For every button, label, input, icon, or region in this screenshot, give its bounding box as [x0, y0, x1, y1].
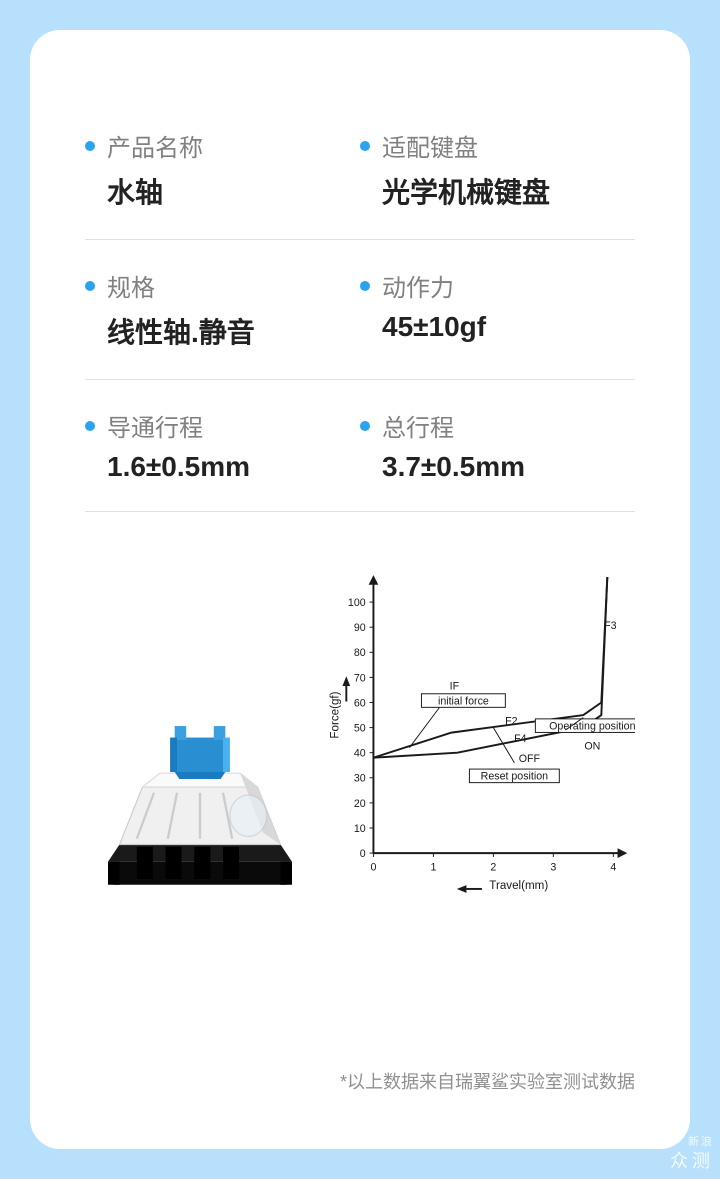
svg-text:F3: F3	[604, 620, 616, 632]
spec-label: 动作力	[382, 268, 454, 303]
svg-text:1: 1	[430, 862, 436, 874]
spec-row: 导通行程 1.6±0.5mm 总行程 3.7±0.5mm	[85, 380, 635, 512]
spec-cell: 规格 线性轴.静音	[85, 268, 360, 351]
svg-text:3: 3	[550, 862, 556, 874]
watermark-big: 众测	[670, 1151, 714, 1171]
svg-text:30: 30	[354, 773, 366, 785]
spec-cell: 总行程 3.7±0.5mm	[360, 408, 635, 483]
svg-text:Force(gf): Force(gf)	[329, 691, 342, 738]
svg-text:Travel(mm): Travel(mm)	[489, 879, 548, 892]
svg-text:OFF: OFF	[519, 753, 541, 765]
svg-text:4: 4	[610, 862, 616, 874]
svg-text:Operating position: Operating position	[549, 721, 635, 733]
spec-row: 规格 线性轴.静音 动作力 45±10gf	[85, 240, 635, 380]
svg-text:50: 50	[354, 722, 366, 734]
svg-text:F2: F2	[505, 716, 517, 728]
spec-label: 规格	[107, 268, 155, 303]
svg-text:2: 2	[490, 862, 496, 874]
spec-value: 水轴	[85, 171, 360, 211]
svg-text:40: 40	[354, 748, 366, 760]
watermark-small: 新浪	[670, 1133, 714, 1149]
bullet-icon	[85, 281, 95, 291]
svg-text:60: 60	[354, 697, 366, 709]
footnote-text: *以上数据来自瑞翼鲨实验室测试数据	[340, 1068, 635, 1094]
spec-label: 产品名称	[107, 128, 203, 163]
spec-cell: 适配键盘 光学机械键盘	[360, 128, 635, 211]
spec-label: 总行程	[382, 408, 454, 443]
svg-text:0: 0	[370, 862, 376, 874]
svg-text:Reset position: Reset position	[481, 771, 549, 783]
svg-text:80: 80	[354, 647, 366, 659]
spec-label: 导通行程	[107, 408, 203, 443]
watermark: 新浪 众测	[670, 1133, 714, 1173]
svg-text:IF: IF	[450, 680, 460, 692]
spec-value: 1.6±0.5mm	[85, 451, 360, 483]
spec-table: 产品名称 水轴 适配键盘 光学机械键盘 规格 线性轴.静音 动作力 45±10g…	[85, 100, 635, 512]
svg-text:F4: F4	[514, 733, 526, 745]
spec-cell: 动作力 45±10gf	[360, 268, 635, 351]
spec-value: 3.7±0.5mm	[360, 451, 635, 483]
bullet-icon	[85, 421, 95, 431]
svg-text:100: 100	[348, 597, 366, 609]
bullet-icon	[360, 141, 370, 151]
svg-text:70: 70	[354, 672, 366, 684]
spec-label: 适配键盘	[382, 128, 478, 163]
spec-cell: 产品名称 水轴	[85, 128, 360, 211]
bullet-icon	[85, 141, 95, 151]
spec-row: 产品名称 水轴 适配键盘 光学机械键盘	[85, 100, 635, 240]
svg-text:90: 90	[354, 622, 366, 634]
svg-text:10: 10	[354, 823, 366, 835]
figure-area: 0 10 20 30 40 50 60 70 80 90 100 0 1 2 3 4 Travel(mm) For…	[85, 562, 635, 902]
spec-value: 光学机械键盘	[360, 171, 635, 211]
spec-value: 45±10gf	[360, 311, 635, 343]
svg-text:initial force: initial force	[438, 695, 489, 707]
bullet-icon	[360, 421, 370, 431]
svg-text:20: 20	[354, 798, 366, 810]
spec-card: 产品名称 水轴 适配键盘 光学机械键盘 规格 线性轴.静音 动作力 45±10g…	[30, 30, 690, 1149]
spec-value: 线性轴.静音	[85, 311, 360, 351]
svg-text:0: 0	[360, 848, 366, 860]
bullet-icon	[360, 281, 370, 291]
force-travel-chart: 0 10 20 30 40 50 60 70 80 90 100 0 1 2 3 4 Travel(mm) For…	[325, 562, 635, 902]
svg-text:ON: ON	[584, 741, 600, 753]
spec-cell: 导通行程 1.6±0.5mm	[85, 408, 360, 483]
switch-illustration	[85, 672, 315, 902]
